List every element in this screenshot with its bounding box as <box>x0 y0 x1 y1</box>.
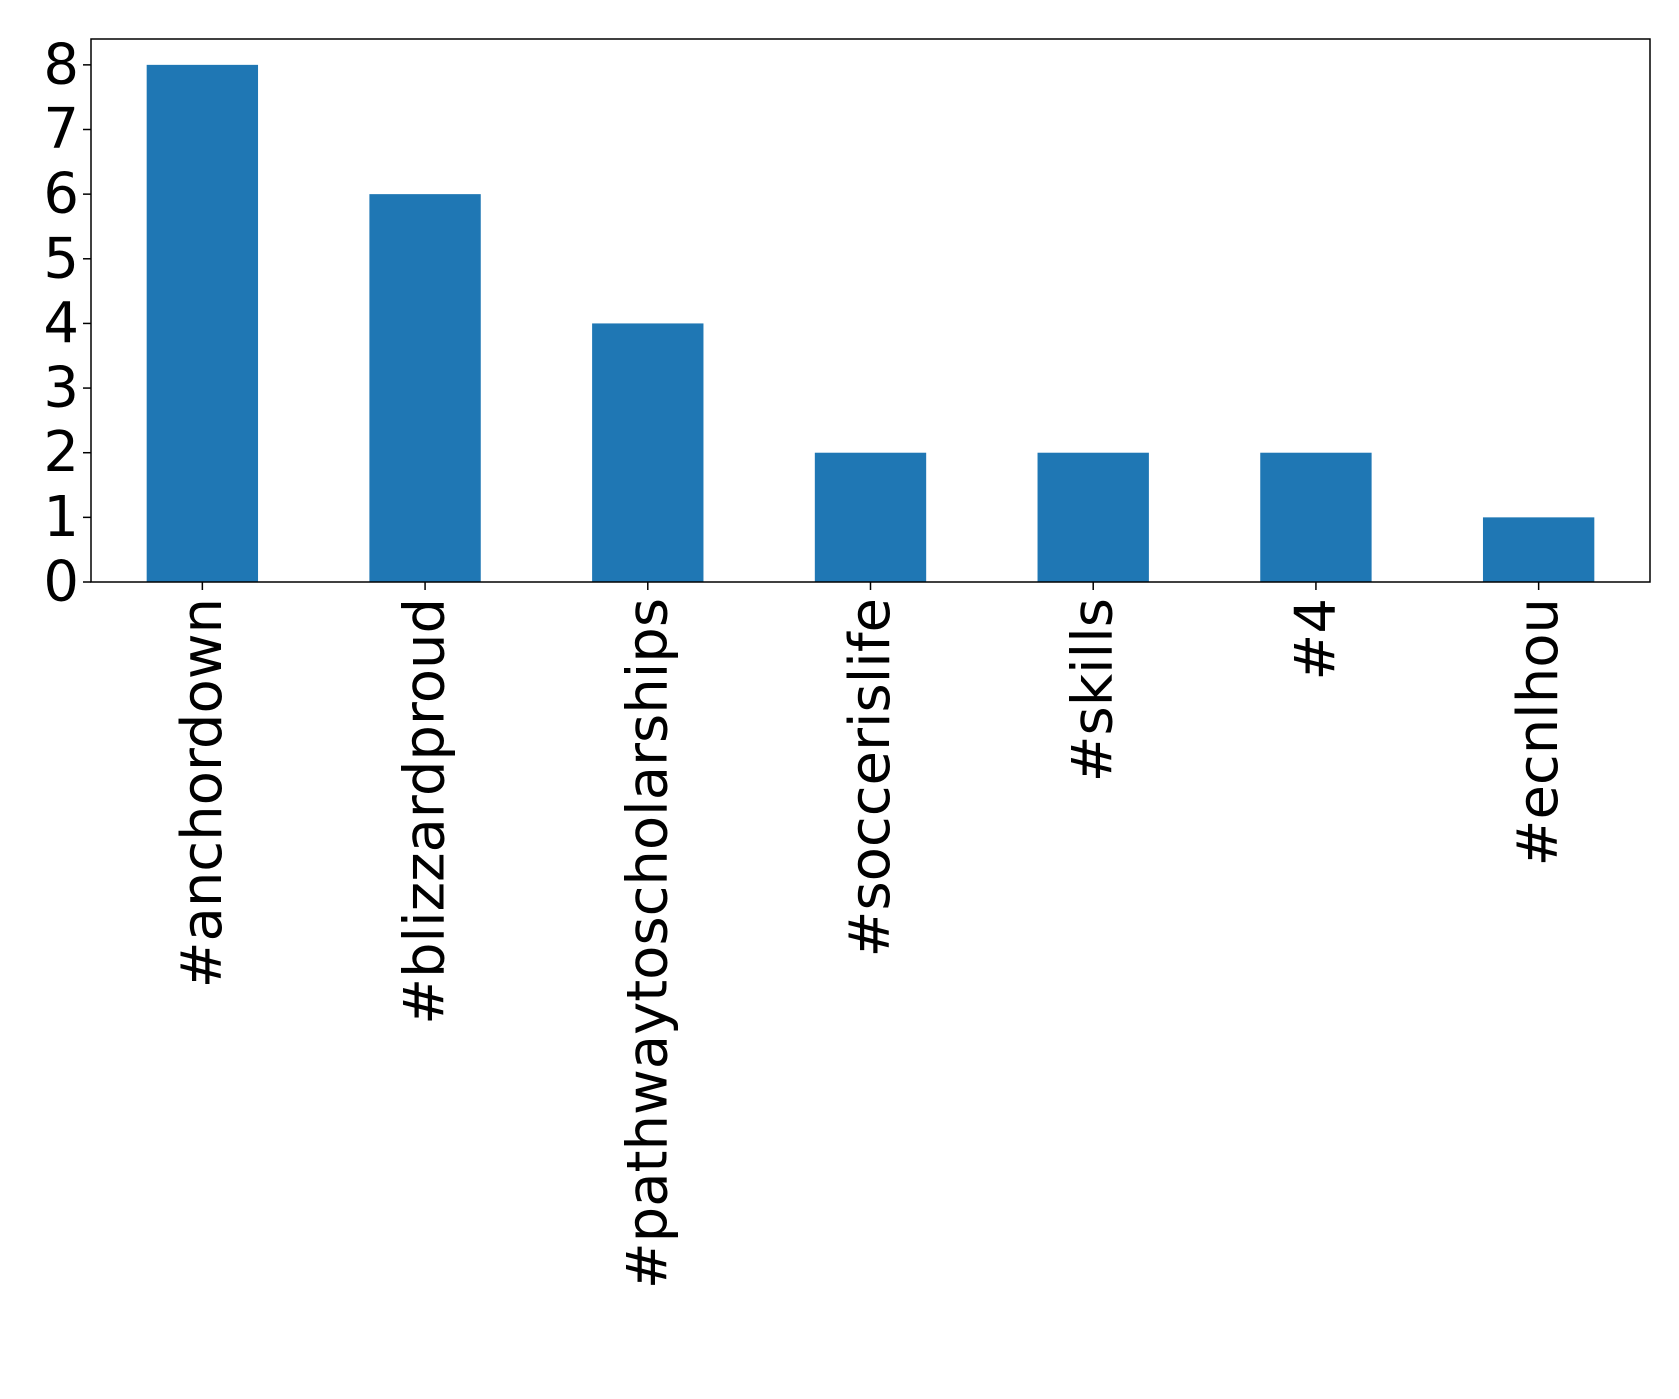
y-tick-label: 8 <box>43 32 79 97</box>
x-axis: #anchordown #blizzardproud #pathwaytoschol… <box>170 582 1571 1289</box>
x-tick-label: #4 <box>1283 598 1348 681</box>
y-tick-label: 0 <box>43 550 79 615</box>
y-tick-label: 5 <box>43 226 79 291</box>
y-tick-label: 4 <box>43 291 79 356</box>
x-tick-label: #soccerislife <box>838 598 903 957</box>
bar <box>369 194 481 582</box>
y-tick-label: 3 <box>43 356 79 421</box>
x-tick-label: #ecnlhou <box>1506 598 1571 866</box>
bar <box>146 64 259 583</box>
bar <box>1482 517 1595 582</box>
y-tick-label: 7 <box>43 97 79 162</box>
y-tick-label: 2 <box>43 420 79 485</box>
bar <box>1037 452 1149 582</box>
y-tick-label: 1 <box>43 485 79 550</box>
x-tick-label: #anchordown <box>170 598 235 988</box>
y-tick-label: 6 <box>43 162 79 227</box>
bar <box>814 452 927 582</box>
bar <box>592 323 704 582</box>
bars-group <box>146 64 1595 583</box>
x-tick-label: #skills <box>1061 598 1126 782</box>
bar <box>1260 452 1372 582</box>
x-tick-label: #pathwaytoscholarships <box>615 598 680 1289</box>
x-tick-label: #blizzardproud <box>393 598 458 1025</box>
